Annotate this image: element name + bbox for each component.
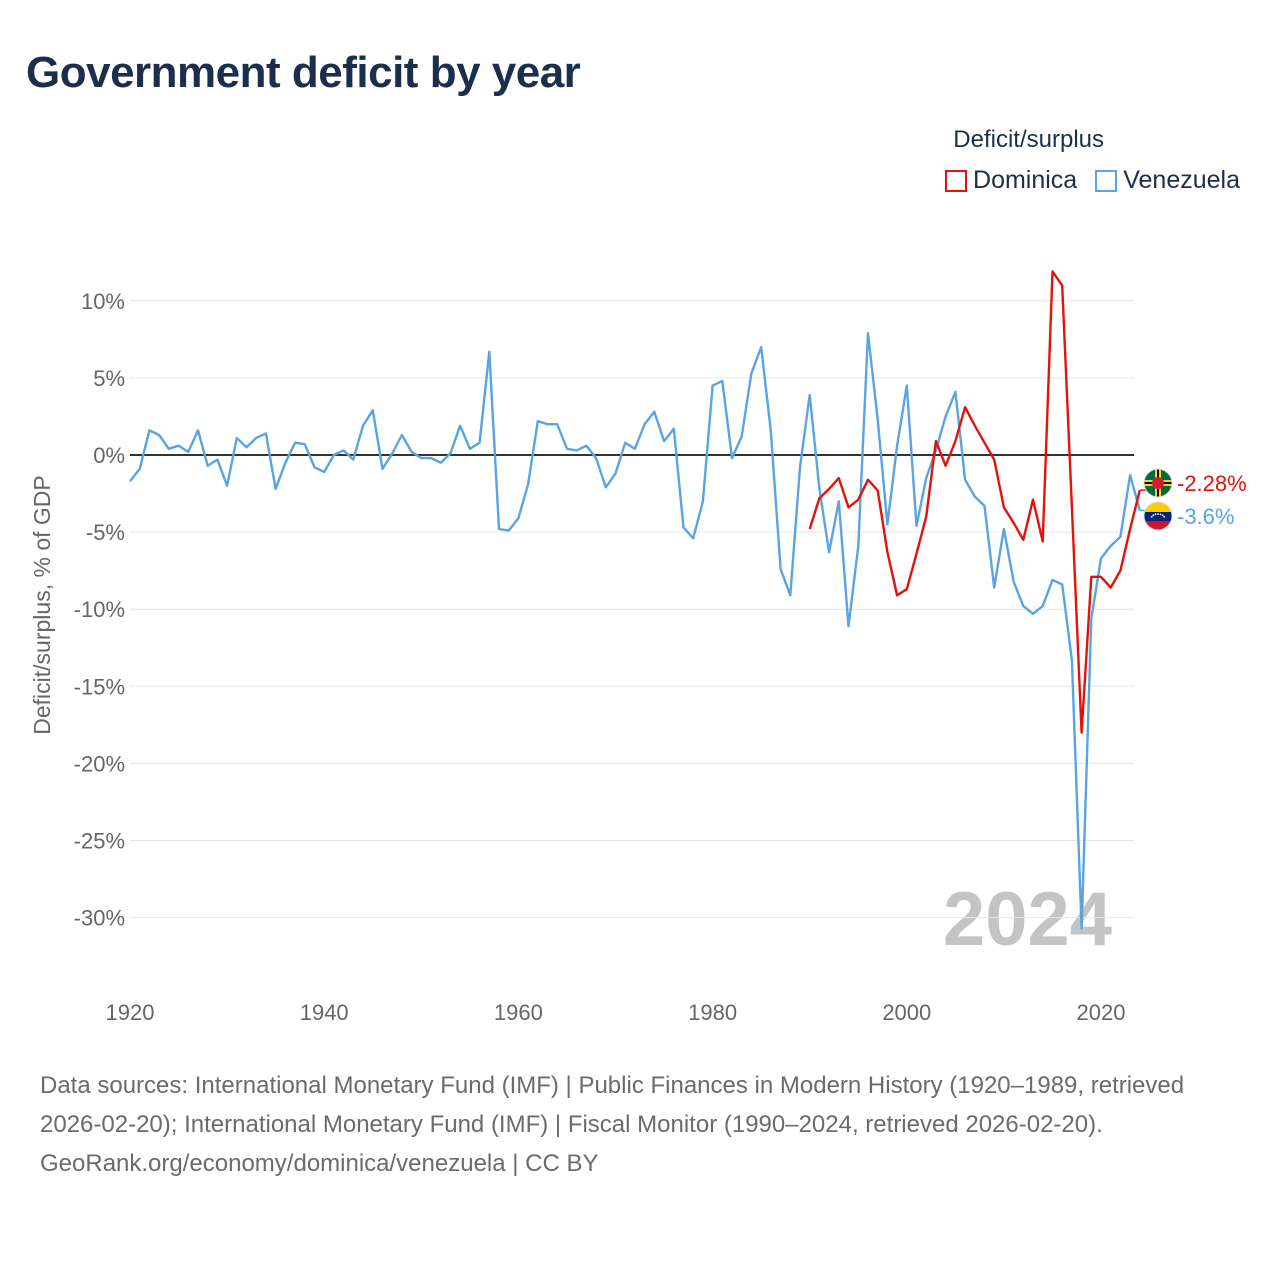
y-tick-label: -10%: [74, 597, 125, 622]
y-tick-label: 10%: [81, 289, 125, 314]
credit-link[interactable]: GeoRank.org/economy/dominica/venezuela |…: [40, 1150, 599, 1177]
footer: Data sources: International Monetary Fun…: [40, 1066, 1240, 1183]
dominica-flag-icon: [1143, 468, 1173, 498]
legend-label-dominica: Dominica: [973, 166, 1078, 194]
year-watermark: 2024: [943, 877, 1112, 962]
y-axis-label: Deficit/surplus, % of GDP: [29, 475, 55, 734]
y-tick-label: -5%: [86, 520, 125, 545]
x-tick-label: 2000: [882, 1000, 931, 1025]
legend-swatch-venezuela: [1095, 169, 1118, 192]
y-tick-label: 0%: [93, 443, 125, 468]
end-value-label-venezuela: -3.6%: [1177, 504, 1234, 529]
series-line-venezuela: [129, 332, 1141, 930]
end-value-label-dominica: -2.28%: [1177, 471, 1247, 496]
series-line-dominica: [808, 270, 1141, 734]
y-tick-label: 5%: [93, 366, 125, 391]
legend-item-venezuela[interactable]: Venezuela: [1095, 166, 1240, 195]
legend: Dominica Venezuela: [945, 166, 1240, 195]
x-tick-label: 1960: [494, 1000, 543, 1025]
x-tick-label: 1920: [106, 1000, 155, 1025]
y-tick-label: -30%: [74, 906, 125, 931]
legend-label-venezuela: Venezuela: [1123, 166, 1240, 194]
legend-swatch-dominica: [945, 169, 968, 192]
legend-title: Deficit/surplus: [953, 126, 1104, 153]
legend-item-dominica[interactable]: Dominica: [945, 166, 1077, 195]
y-tick-label: -20%: [74, 751, 125, 776]
y-tick-label: -15%: [74, 674, 125, 699]
x-tick-label: 2020: [1077, 1000, 1126, 1025]
data-sources: Data sources: International Monetary Fun…: [40, 1072, 1185, 1138]
venezuela-flag-icon: [1143, 501, 1173, 531]
line-chart: 2024 10% 5% 0% -5% -10% -15% -20% -25% -30% 1920 19…: [29, 270, 1247, 1025]
x-tick-label: 1980: [688, 1000, 737, 1025]
x-tick-label: 1940: [300, 1000, 349, 1025]
y-tick-label: -25%: [74, 829, 125, 854]
chart-title: Government deficit by year: [26, 48, 581, 97]
